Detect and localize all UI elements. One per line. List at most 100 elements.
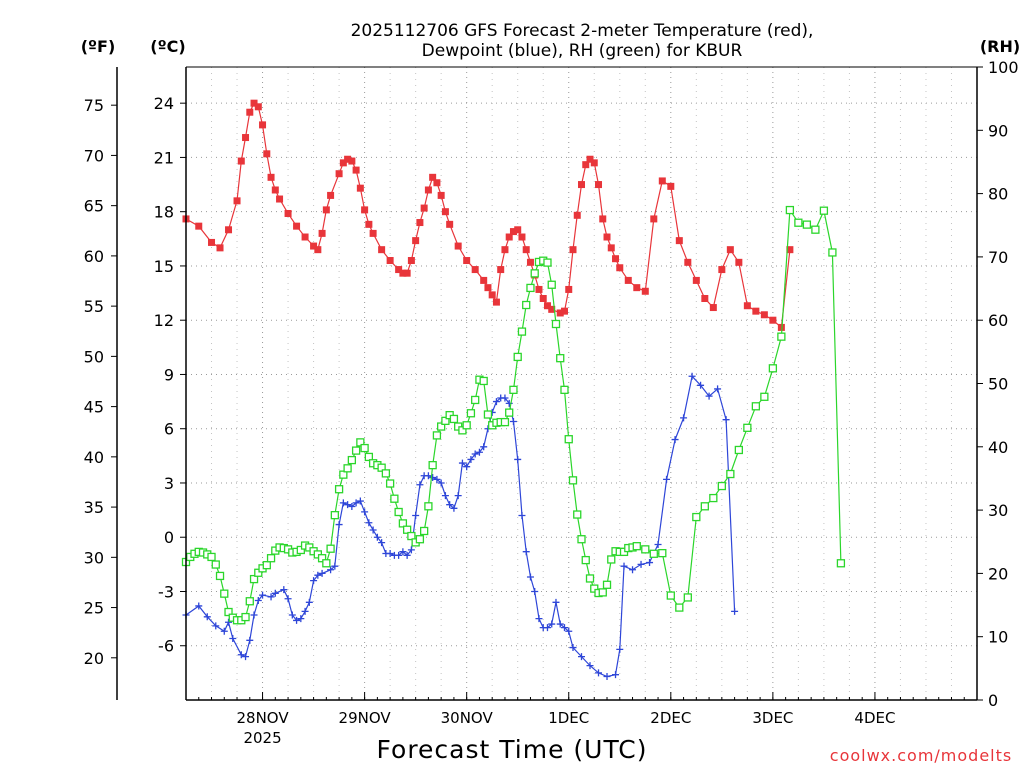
data-point (530, 269, 539, 278)
fahrenheit-tick-label: 30 (84, 548, 104, 567)
data-point (531, 587, 539, 595)
data-point (649, 549, 658, 558)
data-point (310, 242, 318, 250)
data-point (297, 615, 305, 623)
data-point (488, 291, 496, 299)
data-point (535, 285, 543, 293)
data-point (390, 494, 399, 503)
data-point (215, 571, 225, 581)
data-point (509, 385, 518, 394)
data-point (692, 512, 701, 522)
data-point (535, 615, 543, 623)
data-point (335, 521, 343, 529)
data-point (263, 150, 271, 158)
data-point (207, 552, 216, 562)
data-point (441, 492, 449, 500)
data-point (437, 479, 445, 487)
rh-tick-label: 0 (988, 691, 998, 710)
data-point (590, 159, 598, 167)
data-point (254, 597, 262, 605)
data-point (547, 280, 556, 289)
data-point (573, 510, 582, 519)
data-point (271, 186, 279, 194)
data-point (551, 319, 561, 329)
fahrenheit-tick-label: 60 (84, 247, 104, 266)
data-point (471, 395, 480, 405)
rh-tick-label: 50 (988, 375, 1008, 394)
data-point (216, 244, 224, 252)
fahrenheit-tick-label: 25 (84, 599, 104, 618)
data-point (259, 121, 267, 129)
data-point (548, 620, 556, 628)
data-point (458, 459, 466, 467)
data-point (585, 574, 595, 583)
data-point (378, 539, 386, 547)
data-point (331, 562, 339, 570)
data-point (811, 225, 820, 234)
series-dewpoint (182, 372, 739, 680)
data-point (646, 559, 654, 567)
data-point (752, 307, 760, 315)
chart-title-line-2: Dewpoint (blue), RH (green) for KBUR (422, 41, 743, 61)
data-point (518, 512, 526, 520)
data-point (718, 266, 726, 274)
fahrenheit-tick-label: 70 (84, 146, 104, 165)
data-point (237, 651, 245, 659)
grid-lines (186, 67, 977, 700)
rh-tick-label: 90 (988, 121, 1008, 140)
data-point (560, 307, 568, 315)
data-point (714, 385, 722, 393)
data-point (450, 504, 458, 512)
data-point (463, 463, 471, 471)
x-axis-label: Forecast Time (UTC) (377, 735, 648, 764)
data-point (607, 244, 615, 252)
data-point (284, 595, 292, 603)
celsius-unit-label: (ºC) (150, 37, 185, 56)
rh-tick-label: 10 (988, 628, 1008, 647)
data-point (777, 323, 785, 331)
data-point (595, 181, 603, 189)
series-layer (181, 99, 846, 680)
data-point (242, 134, 250, 142)
data-point (267, 593, 275, 601)
data-point (522, 246, 530, 254)
data-point (402, 525, 412, 534)
data-point (318, 229, 326, 237)
series-line (185, 102, 791, 329)
data-point (220, 627, 228, 635)
data-point (637, 560, 645, 568)
data-point (578, 181, 585, 189)
data-point (543, 258, 552, 267)
data-point (697, 381, 705, 389)
data-point (612, 671, 620, 679)
data-point (415, 535, 425, 544)
data-point (539, 294, 547, 302)
data-point (407, 257, 415, 265)
data-point (641, 287, 649, 295)
data-point (403, 269, 411, 277)
data-point (284, 209, 292, 217)
series-line (185, 208, 842, 621)
data-point (259, 591, 267, 599)
data-point (352, 499, 360, 507)
data-point (293, 222, 301, 230)
data-point (484, 284, 492, 292)
data-point (590, 584, 599, 593)
data-point (658, 177, 666, 185)
data-point (373, 533, 381, 541)
chart-title-line-1: 2025112706 GFS Forecast 2-meter Temperat… (351, 21, 814, 41)
data-point (556, 309, 564, 317)
data-point (424, 472, 432, 480)
data-point (735, 258, 743, 266)
data-point (420, 526, 429, 536)
data-point (701, 294, 709, 302)
data-point (343, 464, 352, 473)
rh-tick-label: 30 (988, 501, 1008, 520)
rh-tick-label: 20 (988, 564, 1008, 583)
time-tick-sublabel: 2025 (243, 729, 281, 747)
data-point (543, 624, 551, 632)
data-point (616, 645, 624, 653)
data-point (700, 502, 709, 511)
data-point (225, 226, 233, 234)
rh-tick-label: 70 (988, 248, 1008, 267)
